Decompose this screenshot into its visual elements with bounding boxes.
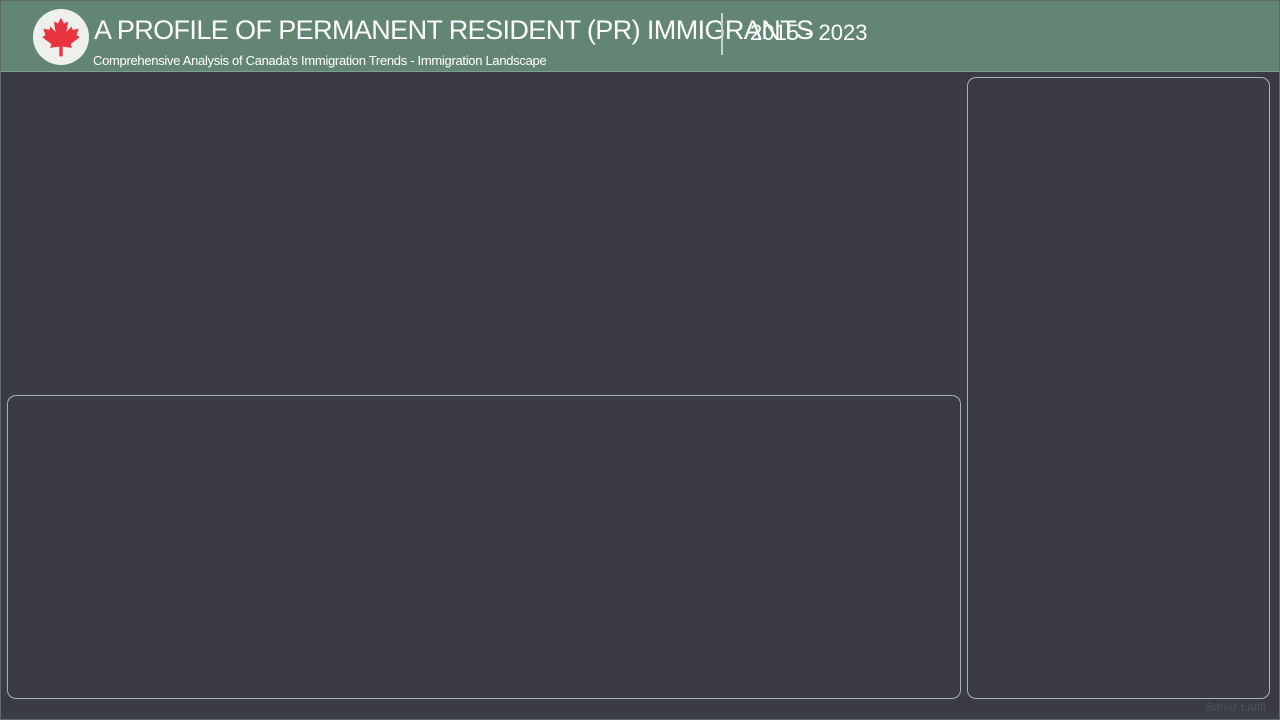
year-range: 2015 - 2023 bbox=[750, 20, 868, 45]
maple-leaf-icon bbox=[42, 17, 80, 57]
right-panel bbox=[967, 77, 1270, 699]
page-subtitle: Comprehensive Analysis of Canada's Immig… bbox=[93, 53, 547, 68]
page-title: A PROFILE OF PERMANENT RESIDENT (PR) IMM… bbox=[94, 15, 814, 45]
header-divider bbox=[721, 13, 723, 55]
canada-logo bbox=[33, 9, 89, 65]
header-bar: A PROFILE OF PERMANENT RESIDENT (PR) IMM… bbox=[1, 1, 1279, 72]
bottom-panel bbox=[7, 395, 961, 699]
author-credit: Sahar Latifi bbox=[1205, 700, 1266, 714]
